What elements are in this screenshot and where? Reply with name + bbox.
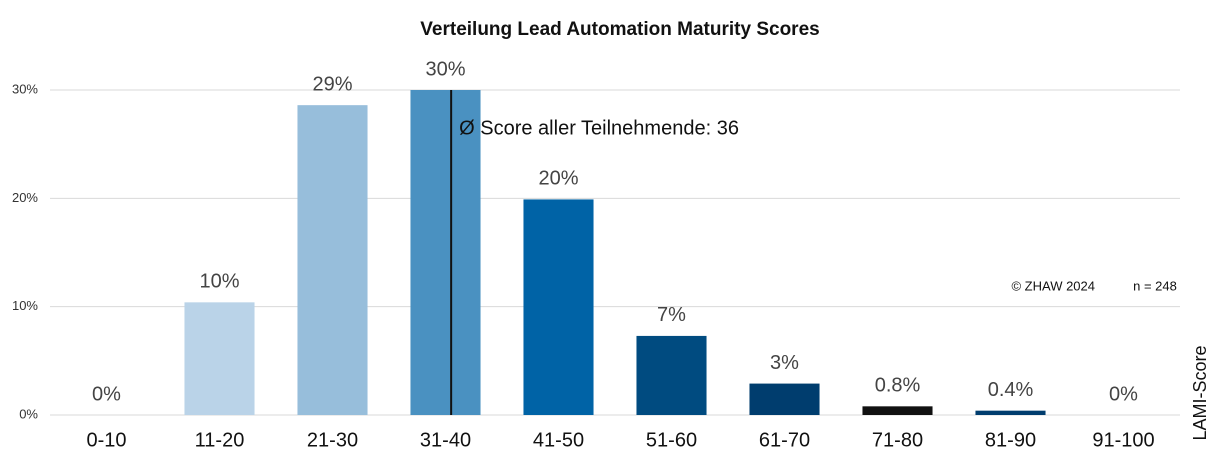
y-tick-label: 10%	[12, 298, 38, 313]
value-label: 7%	[657, 304, 686, 326]
y-tick-label: 20%	[12, 190, 38, 205]
value-label: 10%	[199, 271, 239, 293]
x-tick-label: 91-100	[1092, 429, 1154, 451]
x-tick-label: 31-40	[420, 429, 471, 451]
bar	[636, 335, 707, 415]
chart-title: Verteilung Lead Automation Maturity Scor…	[420, 19, 819, 40]
y-tick-label: 0%	[19, 406, 38, 421]
value-label: 30%	[425, 58, 465, 80]
value-label: 0.8%	[875, 375, 921, 397]
x-tick-label: 11-20	[195, 429, 245, 451]
x-tick-label: 51-60	[646, 429, 697, 451]
x-tick-label: 21-30	[307, 429, 358, 451]
bar	[297, 105, 368, 416]
value-label: 0%	[1109, 383, 1138, 405]
bar	[523, 199, 594, 415]
bar	[410, 90, 481, 415]
value-label: 3%	[770, 352, 799, 374]
value-label: 29%	[312, 73, 352, 95]
value-label: 0.4%	[988, 379, 1034, 401]
x-tick-label: 61-70	[759, 429, 810, 451]
value-label: 20%	[538, 168, 578, 190]
x-tick-label: 0-10	[86, 429, 126, 451]
annotation: Ø Score aller Teilnehmende: 36	[459, 117, 739, 139]
x-tick-label: 41-50	[533, 429, 584, 451]
sample-size: n = 248	[1133, 278, 1177, 293]
bar	[749, 383, 820, 415]
x-tick-label: 71-80	[872, 429, 923, 451]
bar	[862, 406, 933, 415]
copyright: © ZHAW 2024	[1011, 278, 1095, 293]
y-tick-label: 30%	[12, 81, 38, 96]
bar	[184, 302, 255, 415]
x-tick-label: 81-90	[985, 429, 1036, 451]
value-label: 0%	[92, 383, 121, 405]
x-axis-label: LAMI-Score	[1190, 345, 1210, 440]
bar	[975, 410, 1046, 415]
